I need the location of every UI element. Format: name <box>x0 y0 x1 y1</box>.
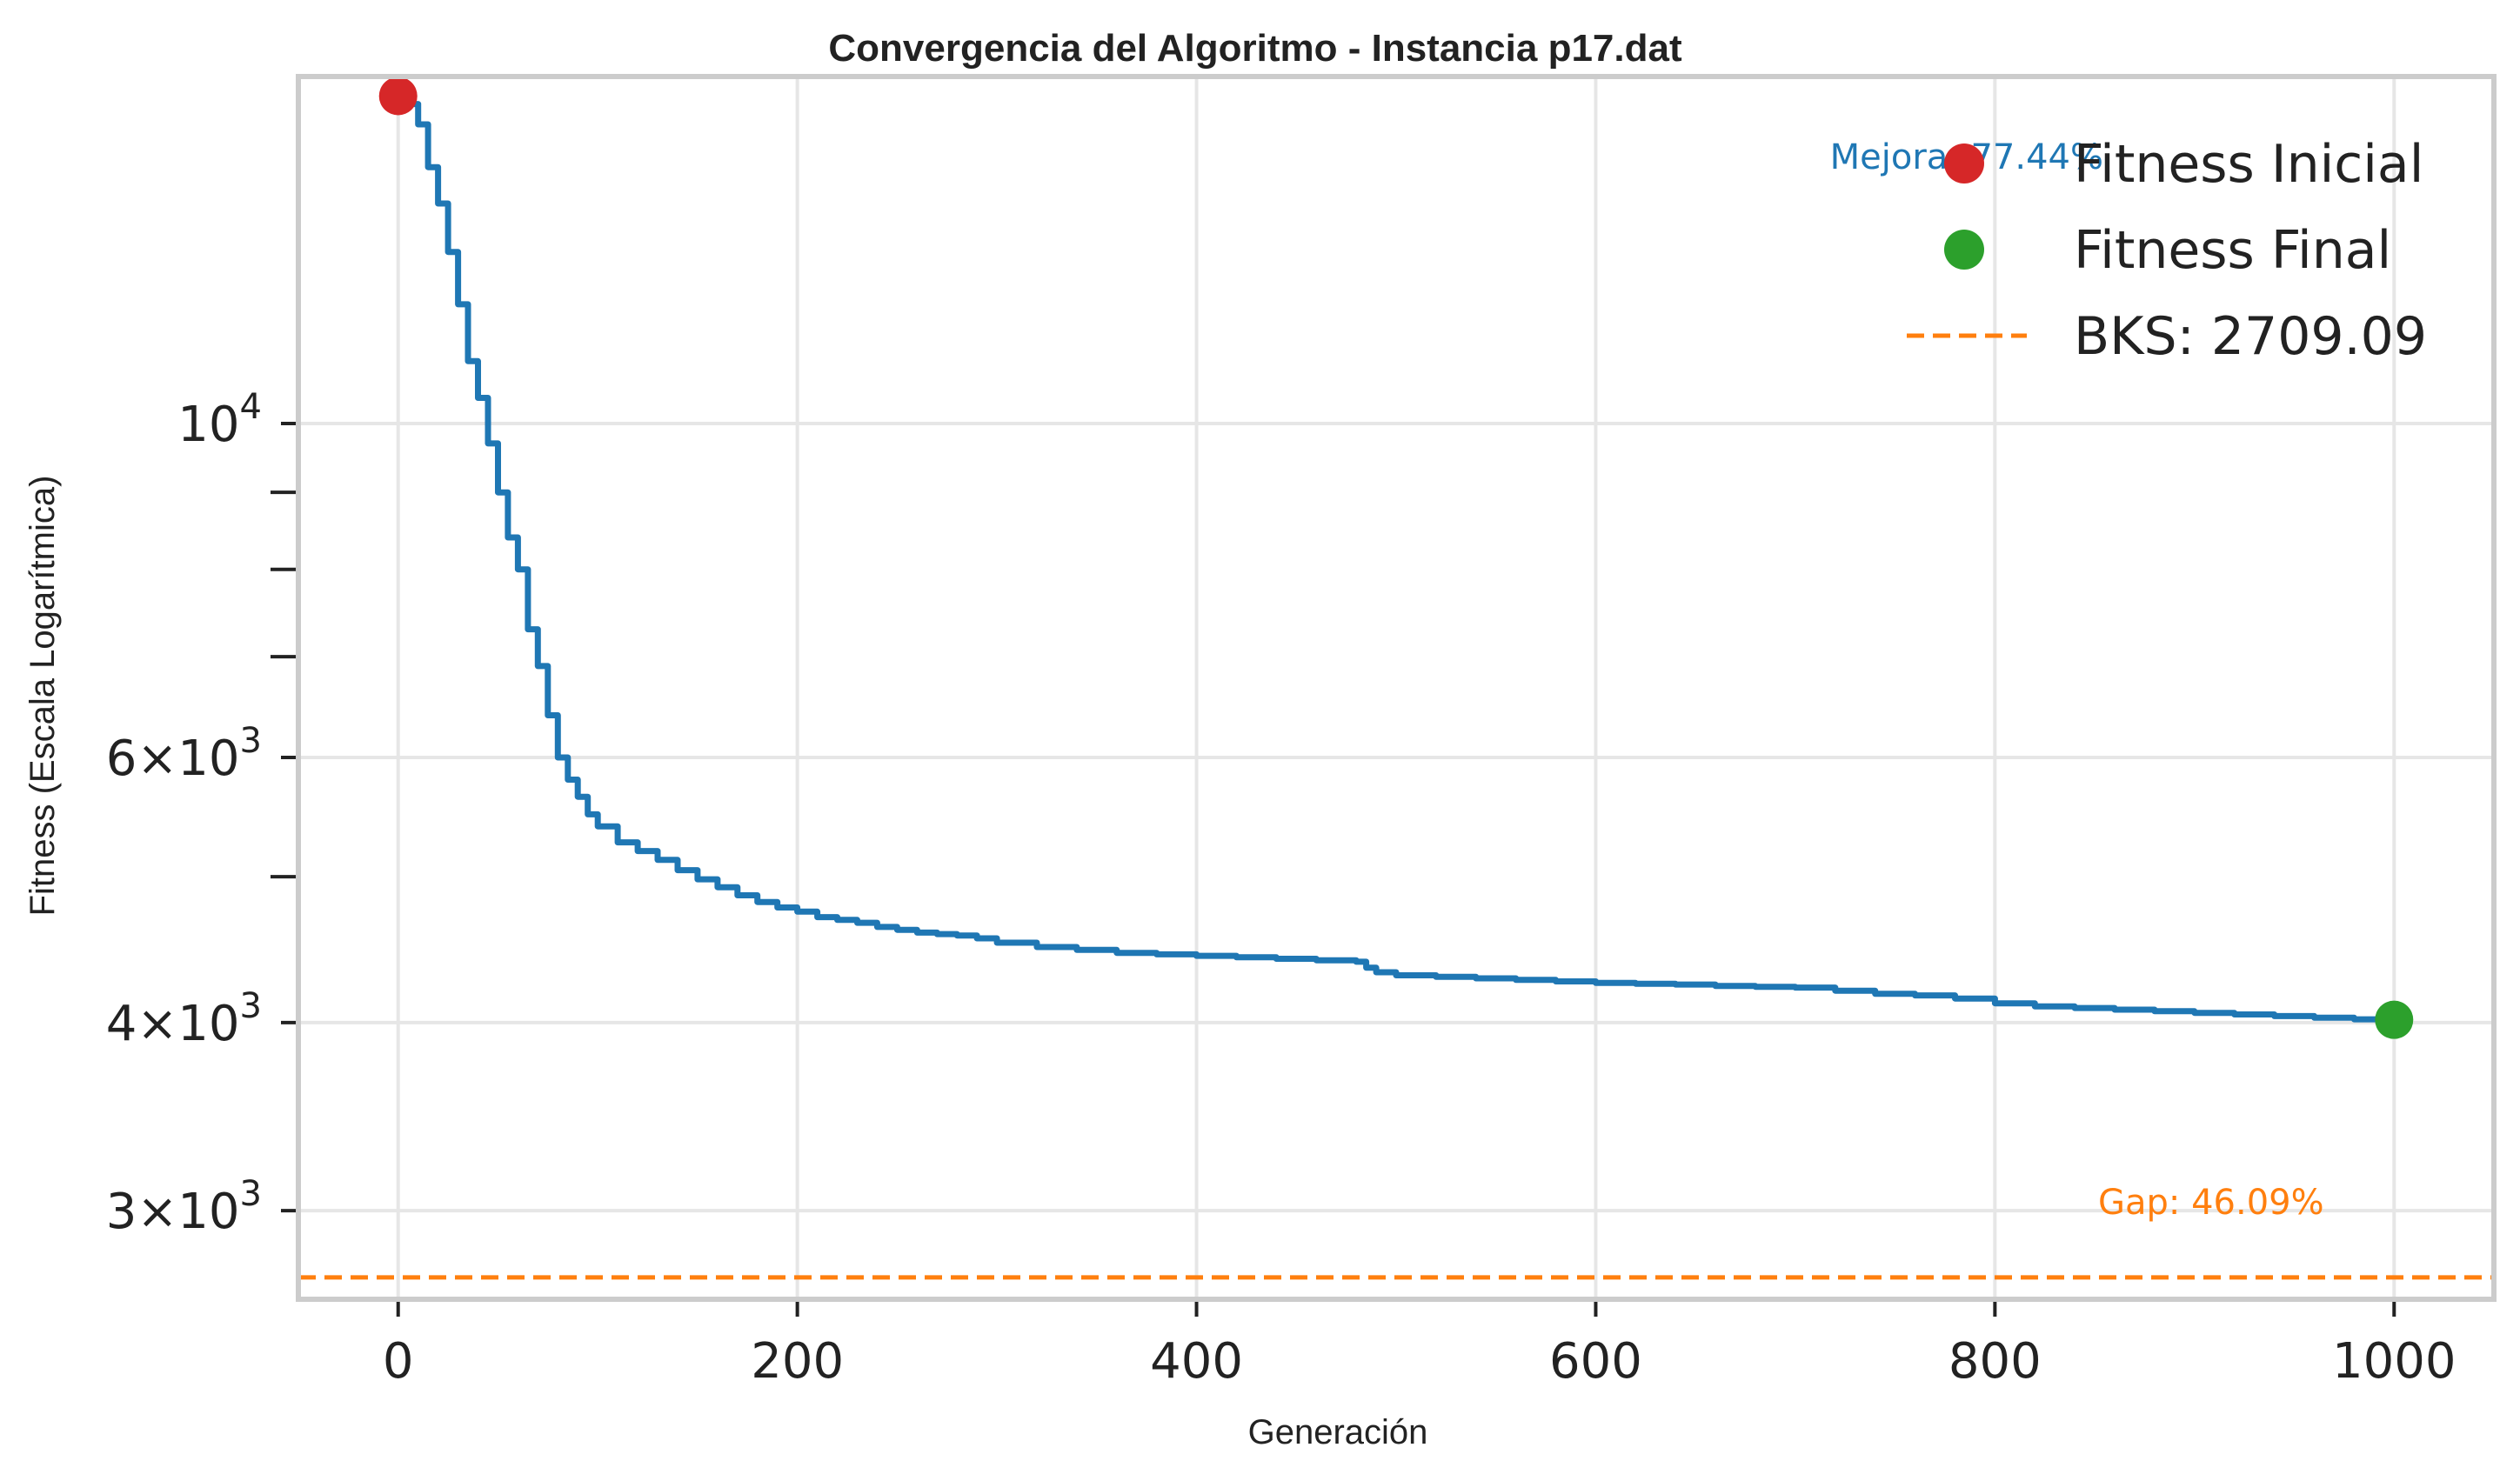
x-axis-label: Generación <box>1248 1413 1428 1451</box>
y-tick-labels: 3×103 4×103 6×103 104 <box>106 387 262 1240</box>
legend: Fitness Inicial Fitness Final BKS: 2709.09 <box>1907 134 2427 367</box>
legend-marker <box>1944 230 1984 270</box>
x-tick-label: 0 <box>383 1333 414 1390</box>
y-tick-label: 3×103 <box>106 1174 262 1240</box>
plot-frame <box>296 74 2497 1302</box>
legend-marker <box>1944 143 1984 183</box>
axis-ticks <box>271 421 2396 1317</box>
y-axis-label: Fitness (Escala Logarítmica) <box>23 476 62 917</box>
x-tick-label: 1000 <box>2332 1333 2456 1390</box>
y-tick-label: 4×103 <box>106 986 262 1052</box>
initial-fitness-marker <box>378 77 418 116</box>
legend-label: BKS: 2709.09 <box>2074 306 2427 367</box>
x-tick-label: 800 <box>1948 1333 2042 1390</box>
final-fitness-marker <box>2375 1000 2414 1039</box>
legend-label: Fitness Final <box>2074 220 2391 281</box>
x-tick-label: 400 <box>1150 1333 1243 1390</box>
x-tick-label: 600 <box>1549 1333 1642 1390</box>
gap-annotation: Gap: 46.09% <box>2098 1183 2324 1223</box>
fitness-series-line <box>395 92 2397 1024</box>
grid-lines <box>298 77 2494 1299</box>
x-tick-labels: 0 200 400 600 800 1000 <box>383 1333 2456 1390</box>
y-tick-label: 6×103 <box>106 721 262 787</box>
chart-title: Convergencia del Algoritmo - Instancia p… <box>828 27 1682 70</box>
x-tick-label: 200 <box>751 1333 844 1390</box>
y-tick-label: 104 <box>177 387 262 453</box>
legend-label: Fitness Inicial <box>2074 134 2423 195</box>
